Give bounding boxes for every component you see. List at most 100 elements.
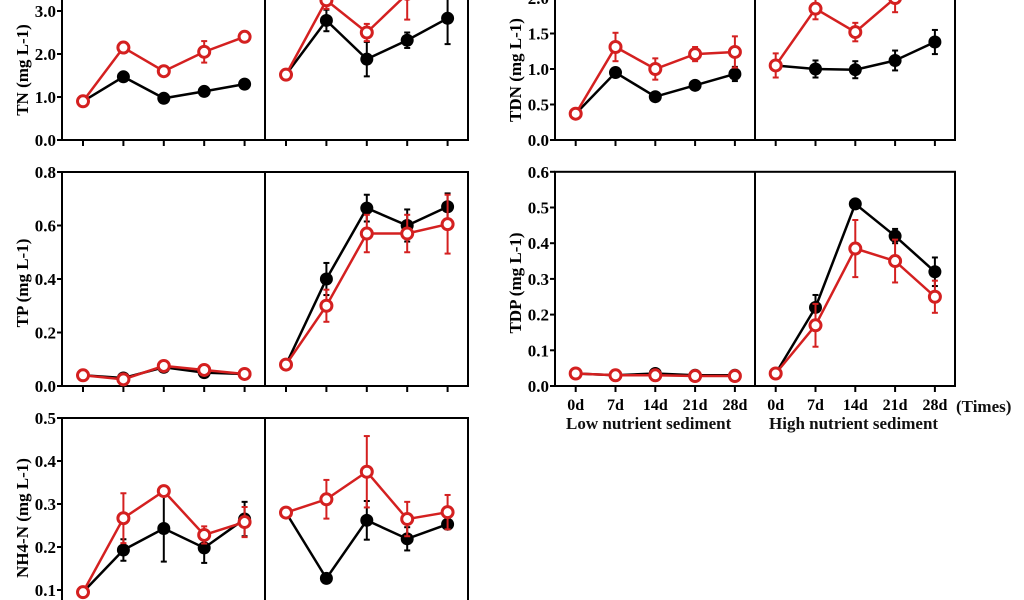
- data-point: [238, 77, 252, 91]
- y-axis-label: TN (mg L-1): [13, 24, 32, 116]
- data-point: [440, 505, 455, 520]
- x-tick-label: 28d: [922, 397, 947, 414]
- data-point: [279, 505, 294, 520]
- data-point: [319, 571, 333, 585]
- y-tick-label: 0.5: [528, 96, 549, 115]
- data-point: [400, 226, 415, 241]
- x-tick-label: 0d: [767, 397, 784, 414]
- data-point: [360, 201, 374, 215]
- data-point: [848, 197, 862, 211]
- y-tick-label: 1.0: [528, 60, 549, 79]
- y-tick-label: 0.2: [35, 538, 56, 557]
- y-tick-label: 0.0: [35, 131, 56, 150]
- data-point: [237, 515, 252, 530]
- y-tick-label: 2.0: [528, 0, 549, 8]
- x-tick-label: 21d: [883, 397, 908, 414]
- data-point: [608, 39, 623, 54]
- y-tick-label: 0.5: [528, 199, 549, 218]
- data-point: [441, 11, 455, 25]
- data-point: [197, 44, 212, 59]
- data-point: [116, 40, 131, 55]
- data-point: [727, 369, 742, 384]
- y-tick-label: 0.4: [35, 452, 57, 471]
- data-point: [768, 58, 783, 73]
- data-point: [116, 543, 130, 557]
- x-tick-label: 14d: [843, 397, 868, 414]
- data-point: [648, 368, 663, 383]
- data-point: [76, 368, 91, 383]
- data-point: [156, 358, 171, 373]
- data-point: [76, 94, 91, 109]
- y-tick-label: 0.8: [35, 163, 56, 182]
- y-tick-label: 0.6: [35, 217, 56, 236]
- data-point: [319, 298, 334, 313]
- data-point: [156, 484, 171, 499]
- data-point: [848, 25, 863, 40]
- data-point: [888, 229, 902, 243]
- x-tick-label: 0d: [567, 397, 584, 414]
- data-point: [400, 512, 415, 527]
- panel-tdp: 0.0 0.1 0.2 0.3 0.4 0.5 0.6 0d 7d 14d 21d 28d 0d 7d 14…: [506, 163, 956, 414]
- y-tick-label: 0.3: [528, 270, 549, 289]
- data-point: [116, 511, 131, 526]
- data-point: [568, 106, 583, 121]
- y-axis-label: TDN (mg L-1): [506, 18, 525, 122]
- y-tick-label: 1.0: [35, 88, 56, 107]
- data-point: [116, 70, 130, 84]
- y-tick-label: 0.0: [528, 131, 549, 150]
- data-point: [848, 241, 863, 256]
- data-point: [237, 366, 252, 381]
- data-point: [400, 33, 414, 47]
- y-tick-label: 3.0: [35, 2, 56, 21]
- y-tick-label: 0.4: [528, 234, 550, 253]
- data-point: [688, 369, 703, 384]
- x-tick-label: 14d: [643, 397, 668, 414]
- data-point: [400, 532, 414, 546]
- group-label-high: High nutrient sediment: [769, 414, 939, 433]
- data-point: [888, 254, 903, 269]
- y-tick-label: 0.1: [528, 341, 549, 360]
- panel-tn: 0.0 1.0 2.0 3.0TN (mg L-1): [13, 0, 469, 150]
- data-point: [727, 44, 742, 59]
- data-point: [319, 272, 333, 286]
- y-tick-label: 0.4: [35, 270, 57, 289]
- data-point: [279, 357, 294, 372]
- data-point: [728, 67, 742, 81]
- y-tick-label: 0.2: [35, 324, 56, 343]
- data-point: [808, 1, 823, 16]
- data-point: [156, 64, 171, 79]
- y-tick-label: 0.0: [528, 377, 549, 396]
- y-axis-label: TDP (mg L-1): [506, 232, 525, 333]
- panel-tdn: 0.0 0.5 1.0 1.5 2.0 TDN (mg L-1): [506, 0, 956, 150]
- data-point: [808, 318, 823, 333]
- y-tick-label: 2.0: [35, 45, 56, 64]
- data-point: [197, 527, 212, 542]
- data-point: [608, 368, 623, 383]
- data-point: [319, 492, 334, 507]
- data-point: [197, 541, 211, 555]
- data-point: [688, 78, 702, 92]
- y-tick-label: 0.2: [528, 306, 549, 325]
- y-axis-label: NH4-N (mg L-1): [13, 458, 32, 578]
- data-point: [197, 362, 212, 377]
- y-tick-label: 0.3: [35, 495, 56, 514]
- y-axis-label: TP (mg L-1): [13, 239, 32, 328]
- data-point: [808, 62, 822, 76]
- x-tick-label: 28d: [722, 397, 747, 414]
- data-point: [279, 67, 294, 82]
- x-tick-label: 21d: [683, 397, 708, 414]
- data-point: [237, 29, 252, 44]
- data-point: [928, 35, 942, 49]
- data-point: [359, 464, 374, 479]
- data-point: [76, 585, 91, 600]
- group-label-low: Low nutrient sediment: [566, 414, 732, 433]
- x-tick-label: 7d: [607, 397, 624, 414]
- data-point: [688, 47, 703, 62]
- data-point: [319, 13, 333, 27]
- data-point: [927, 289, 942, 304]
- data-point: [648, 90, 662, 104]
- y-tick-label: 0.0: [35, 377, 56, 396]
- data-point: [157, 91, 171, 105]
- y-tick-label: 0.1: [35, 581, 56, 600]
